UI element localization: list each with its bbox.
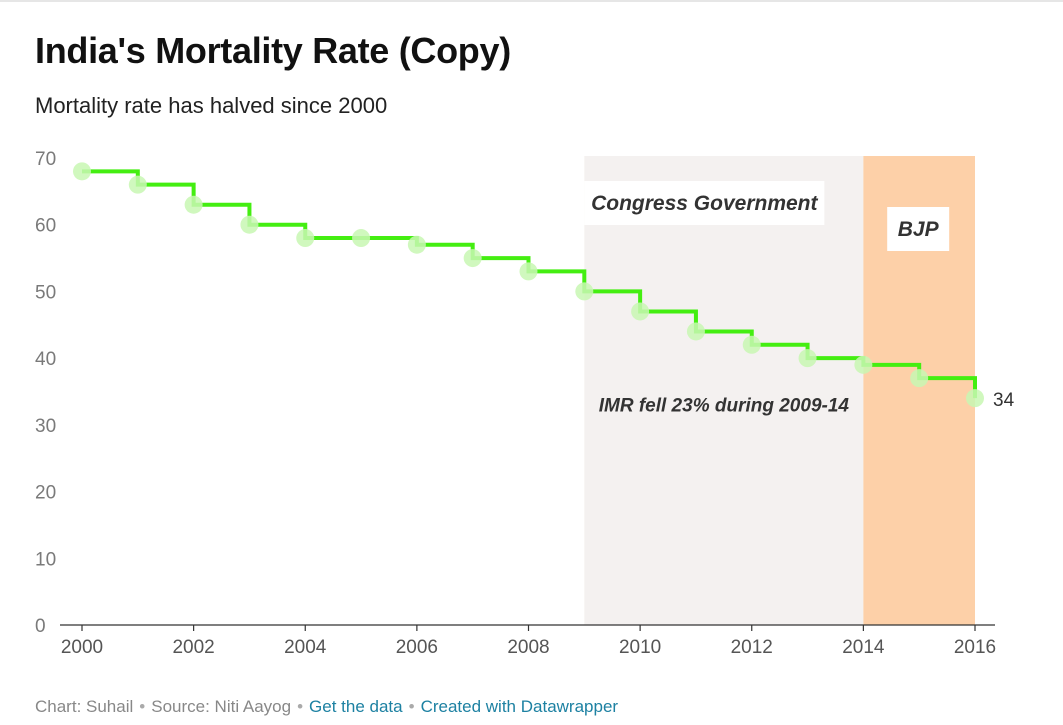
x-tick-label-3: 2006 xyxy=(396,637,438,658)
data-point-2007 xyxy=(463,249,482,268)
annotations: IMR fell 23% during 2009-14 xyxy=(599,396,850,417)
x-tick-label-6: 2012 xyxy=(731,637,773,658)
data-point-2009 xyxy=(575,282,594,301)
data-point-2013 xyxy=(798,349,817,368)
data-point-2014 xyxy=(854,355,873,374)
y-tick-label-1: 10 xyxy=(35,549,56,570)
series-line xyxy=(82,169,977,399)
range-label-box-1 xyxy=(887,207,950,251)
y-tick-label-4: 40 xyxy=(35,349,56,370)
mortality-chart: 0 10 20 30 40 50 60 70 2000 2002 2004 2006 2008 2010… xyxy=(35,149,1015,658)
annotation-0: IMR fell 23% during 2009-14 xyxy=(599,396,850,417)
x-tick-label-7: 2014 xyxy=(842,637,885,658)
chart-title: India's Mortality Rate (Copy) xyxy=(35,30,511,71)
chart-subtitle: Mortality rate has halved since 2000 xyxy=(35,93,388,118)
y-tick-label-5: 50 xyxy=(35,282,56,303)
data-point-2012 xyxy=(742,335,761,354)
range-label-0: Congress Government xyxy=(591,192,818,215)
footer-source: Source: Niti Aayog xyxy=(151,697,292,716)
data-point-2003 xyxy=(240,215,259,234)
series-points: 34 xyxy=(73,162,1015,411)
data-point-2015 xyxy=(910,369,929,388)
data-point-2008 xyxy=(519,262,538,281)
range-label-1: BJP xyxy=(898,218,940,241)
data-point-2016 xyxy=(966,389,984,408)
created-with-link[interactable]: Created with Datawrapper xyxy=(420,697,619,716)
y-tick-label-7: 70 xyxy=(35,149,56,170)
footer-sep-2: • xyxy=(297,697,304,716)
range-band-0 xyxy=(584,156,864,625)
data-point-2010 xyxy=(631,302,650,321)
data-point-2004 xyxy=(296,229,315,248)
x-tick-label-4: 2008 xyxy=(507,637,549,658)
x-axis: 2000 2002 2004 2006 2008 2010 2012 2014 2016 xyxy=(60,624,996,658)
get-data-link[interactable]: Get the data xyxy=(309,697,403,716)
footer: Chart: Suhail • Source: Niti Aayog • Get the… xyxy=(35,697,618,717)
x-tick-label-2: 2004 xyxy=(284,637,327,658)
x-tick-label-5: 2010 xyxy=(619,637,661,658)
x-tick-label-8: 2016 xyxy=(954,637,996,658)
y-axis-ticks: 0 10 20 30 40 50 60 70 xyxy=(35,149,56,637)
data-point-2001 xyxy=(128,175,147,194)
x-tick-label-0: 2000 xyxy=(61,637,103,658)
footer-credit: Chart: Suhail xyxy=(35,697,134,716)
top-rule xyxy=(0,0,1063,2)
footer-sep-1: • xyxy=(139,697,146,716)
x-tick-label-1: 2002 xyxy=(172,637,214,658)
data-point-2000 xyxy=(73,162,91,181)
data-point-2002 xyxy=(184,195,203,214)
data-point-2005 xyxy=(352,229,371,248)
footer-sep-3: • xyxy=(408,697,415,716)
range-bands xyxy=(584,156,975,625)
y-tick-label-0: 0 xyxy=(35,616,46,637)
y-tick-label-3: 30 xyxy=(35,416,56,437)
range-label-box-0 xyxy=(584,181,825,225)
range-labels: Congress Government BJP xyxy=(584,181,950,251)
end-value-label: 34 xyxy=(993,390,1015,411)
data-point-2011 xyxy=(686,322,705,341)
data-point-2006 xyxy=(407,235,426,254)
y-tick-label-6: 60 xyxy=(35,216,56,237)
y-tick-label-2: 20 xyxy=(35,483,56,504)
series-step-line-0 xyxy=(82,169,977,399)
